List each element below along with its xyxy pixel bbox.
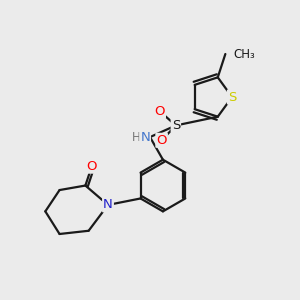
- Text: O: O: [154, 105, 165, 118]
- Text: N: N: [140, 130, 150, 144]
- Text: N: N: [103, 198, 113, 212]
- Text: CH₃: CH₃: [234, 47, 256, 61]
- Text: S: S: [228, 91, 236, 103]
- Text: O: O: [156, 134, 167, 147]
- Text: S: S: [172, 119, 180, 132]
- Text: O: O: [87, 160, 97, 173]
- Text: H: H: [131, 130, 140, 144]
